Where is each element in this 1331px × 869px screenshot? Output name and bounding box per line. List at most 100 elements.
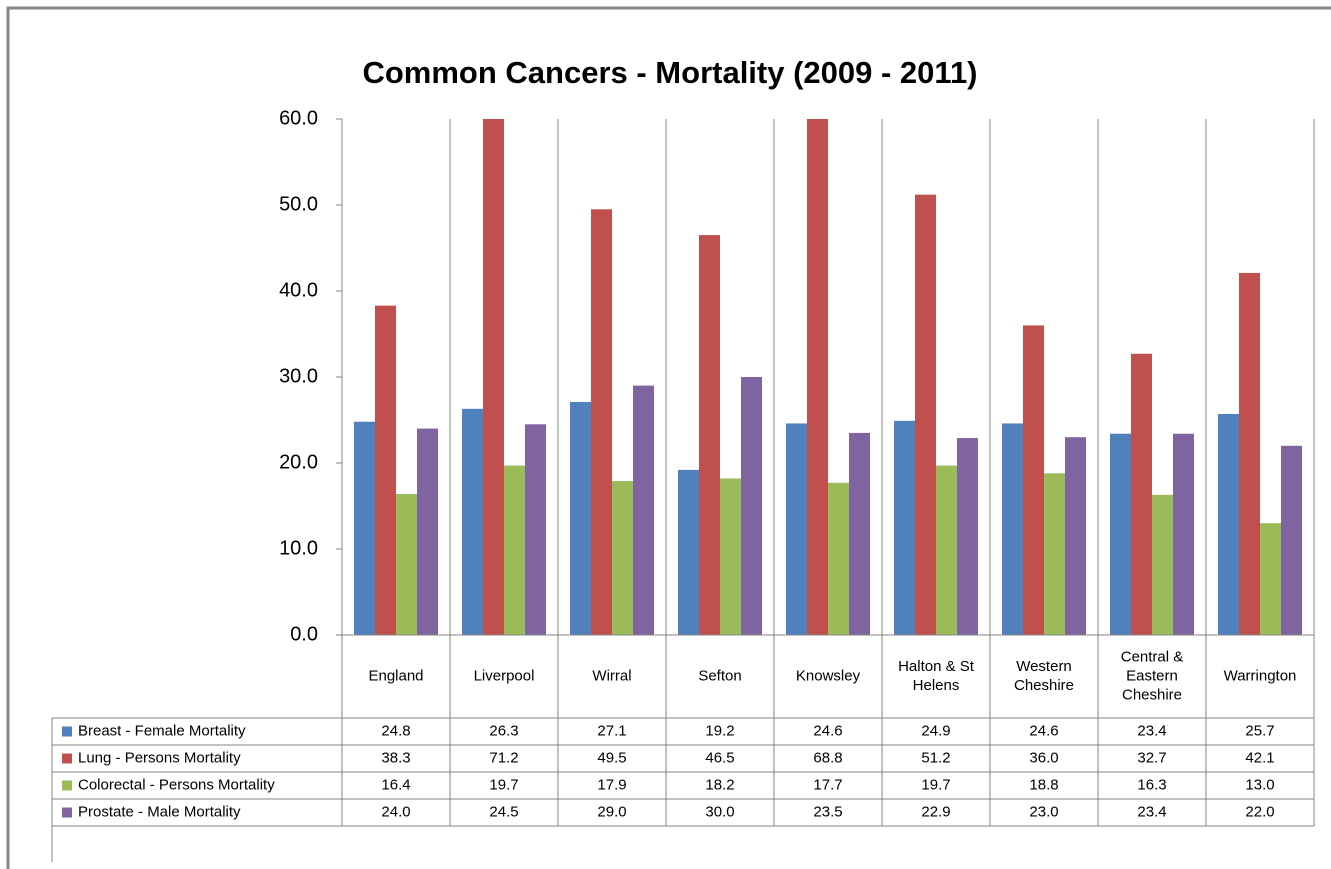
bar <box>1260 523 1281 635</box>
table-value: 19.2 <box>705 722 734 739</box>
table-value: 30.0 <box>705 803 734 820</box>
x-tick-label: Central & Eastern Cheshire <box>1121 648 1184 703</box>
bar <box>504 465 525 635</box>
bar <box>1281 445 1302 635</box>
bar <box>525 424 546 635</box>
table-value: 19.7 <box>921 776 950 793</box>
bar <box>462 408 483 635</box>
bar <box>828 482 849 635</box>
bar <box>483 119 504 635</box>
table-value: 24.0 <box>381 803 410 820</box>
legend-swatch <box>62 753 72 764</box>
table-value: 46.5 <box>705 749 734 766</box>
bar <box>741 377 762 635</box>
bar <box>1218 413 1239 635</box>
y-tick-label: 10.0 <box>279 537 318 559</box>
y-tick-label: 60.0 <box>279 107 318 129</box>
table-value: 24.6 <box>1029 722 1058 739</box>
legend-label: Colorectal - Persons Mortality <box>78 776 275 793</box>
bar <box>396 493 417 635</box>
table-value: 25.7 <box>1245 722 1274 739</box>
chart-frame <box>6 6 1331 869</box>
table-value: 13.0 <box>1245 776 1274 793</box>
bar <box>570 401 591 635</box>
bar <box>1239 272 1260 635</box>
table-value: 17.9 <box>597 776 626 793</box>
bar <box>936 465 957 635</box>
bar <box>1173 433 1194 635</box>
x-tick-label: Wirral <box>592 667 631 684</box>
bar <box>786 423 807 635</box>
legend-swatch <box>62 807 72 818</box>
legend-label: Prostate - Male Mortality <box>78 803 241 820</box>
bar <box>612 481 633 635</box>
bar <box>1152 494 1173 635</box>
x-tick-label: Warrington <box>1224 667 1297 684</box>
bar <box>915 194 936 635</box>
table-value: 19.7 <box>489 776 518 793</box>
table-value: 24.5 <box>489 803 518 820</box>
table-value: 71.2 <box>489 749 518 766</box>
legend-label: Breast - Female Mortality <box>78 722 246 739</box>
bar <box>1065 437 1086 635</box>
bar <box>1023 325 1044 635</box>
table-value: 24.8 <box>381 722 410 739</box>
bar <box>807 119 828 635</box>
y-tick-label: 30.0 <box>279 365 318 387</box>
table-value: 51.2 <box>921 749 950 766</box>
bar <box>1110 433 1131 635</box>
bar <box>1131 353 1152 635</box>
bar <box>1002 423 1023 635</box>
table-value: 32.7 <box>1137 749 1166 766</box>
x-tick-label: Halton & St Helens <box>898 658 975 694</box>
bar <box>678 469 699 635</box>
table-value: 23.4 <box>1137 722 1166 739</box>
table-value: 22.0 <box>1245 803 1274 820</box>
table-value: 26.3 <box>489 722 518 739</box>
chart-title: Common Cancers - Mortality (2009 - 2011) <box>362 55 977 90</box>
legend-swatch <box>62 726 72 737</box>
table-value: 16.3 <box>1137 776 1166 793</box>
bar <box>1044 473 1065 635</box>
table-value: 38.3 <box>381 749 410 766</box>
table-value: 49.5 <box>597 749 626 766</box>
table-value: 29.0 <box>597 803 626 820</box>
table-value: 24.9 <box>921 722 950 739</box>
table-value: 36.0 <box>1029 749 1058 766</box>
table-value: 27.1 <box>597 722 626 739</box>
table-value: 18.8 <box>1029 776 1058 793</box>
bar <box>720 478 741 635</box>
y-tick-label: 40.0 <box>279 279 318 301</box>
legend-label: Lung - Persons Mortality <box>78 749 241 766</box>
table-value: 42.1 <box>1245 749 1274 766</box>
bar <box>417 428 438 635</box>
table-value: 22.9 <box>921 803 950 820</box>
legend-swatch <box>62 780 72 791</box>
table-value: 23.4 <box>1137 803 1166 820</box>
x-tick-label: Western Cheshire <box>1014 658 1074 694</box>
bar <box>849 432 870 635</box>
y-tick-label: 50.0 <box>279 193 318 215</box>
bar <box>354 421 375 635</box>
x-tick-label: Knowsley <box>796 667 861 684</box>
table-value: 23.0 <box>1029 803 1058 820</box>
x-tick-label: Liverpool <box>474 667 535 684</box>
bar <box>699 235 720 635</box>
table-value: 24.6 <box>813 722 842 739</box>
table-value: 68.8 <box>813 749 842 766</box>
y-tick-label: 0.0 <box>290 623 318 645</box>
bar <box>957 438 978 635</box>
table-value: 16.4 <box>381 776 410 793</box>
y-tick-label: 20.0 <box>279 451 318 473</box>
table-value: 23.5 <box>813 803 842 820</box>
bar <box>633 385 654 635</box>
bars <box>354 119 1302 635</box>
bar <box>591 209 612 635</box>
bar <box>894 420 915 635</box>
table-value: 17.7 <box>813 776 842 793</box>
bar <box>375 305 396 635</box>
x-tick-label: England <box>368 667 423 684</box>
table-value: 18.2 <box>705 776 734 793</box>
x-tick-label: Sefton <box>698 667 741 684</box>
